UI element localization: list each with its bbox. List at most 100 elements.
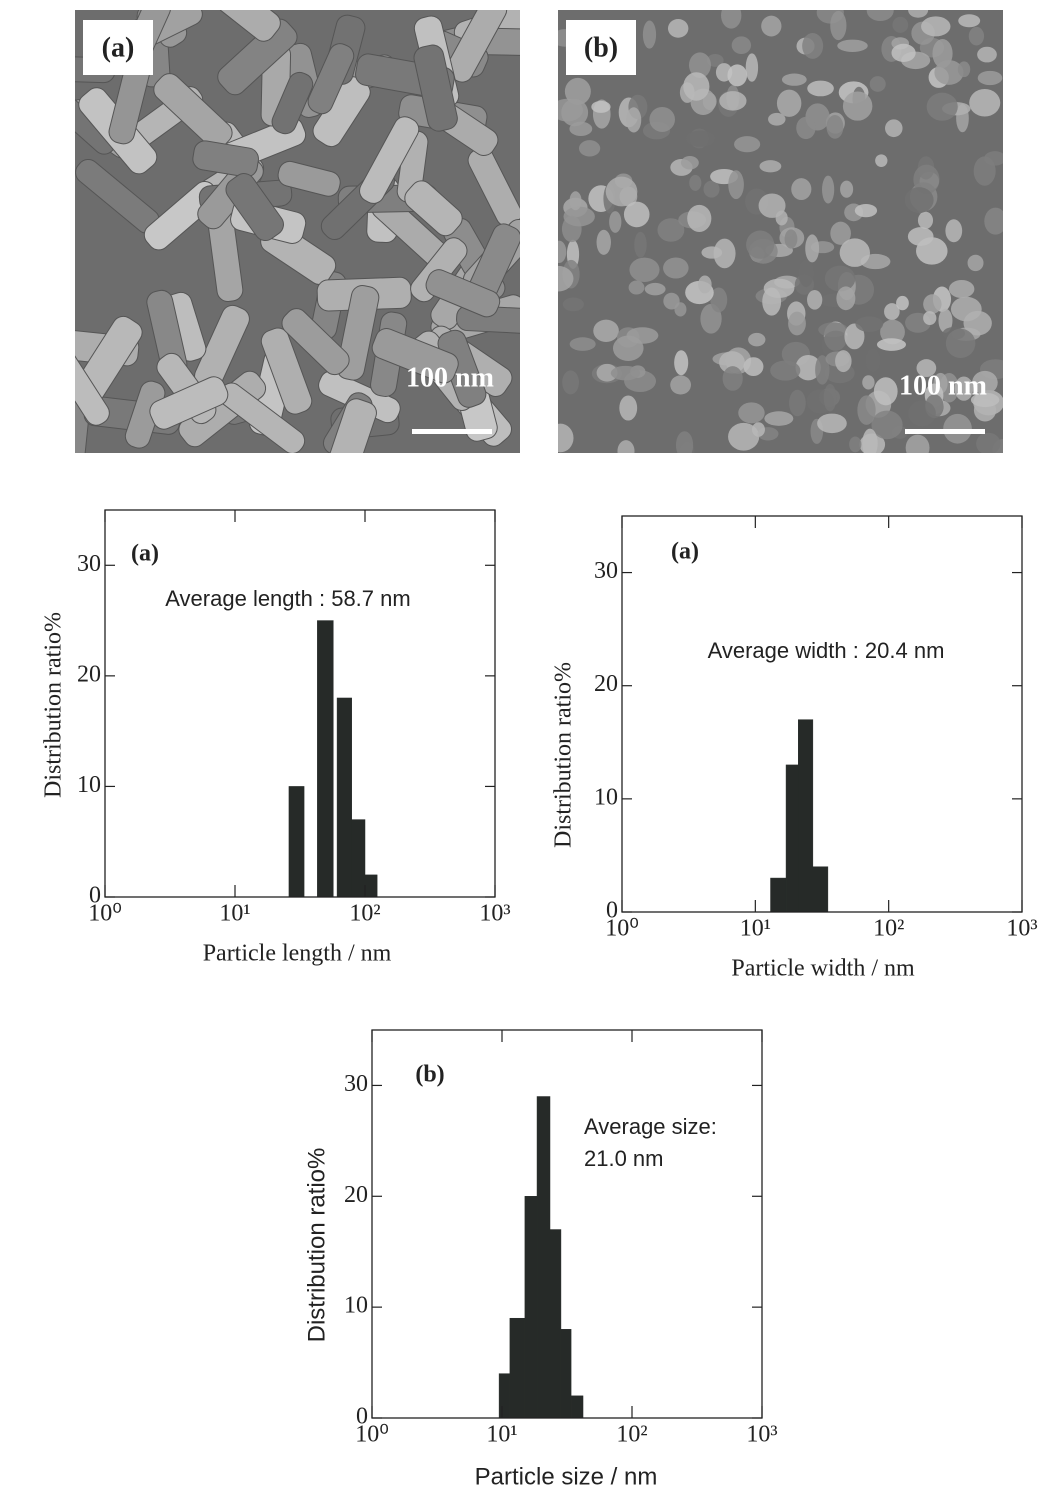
scale-bar-label: 100 nm [406,362,494,393]
panel-label: (a) [131,541,159,567]
sem-particle [907,227,934,246]
sem-particle [972,370,998,395]
sem-particle [967,254,984,272]
bar [317,620,334,898]
sem-particle [674,350,689,376]
bar [549,1229,562,1419]
x-tick-label: 10³ [746,1422,777,1448]
sem-particle [751,422,765,437]
sem-particle [880,319,905,345]
y-tick-label: 20 [594,671,618,697]
sem-particle [722,366,743,391]
sem-particle [842,91,873,121]
sem-particle [984,207,1003,235]
bar [336,697,352,898]
sem-particle [913,164,940,195]
sem-particle [948,279,975,299]
sem-particle [562,297,584,312]
sem-particle [675,431,694,453]
sem-particle [840,180,854,198]
sem-particle [578,140,601,157]
x-tick-label: 10⁰ [88,901,122,927]
panel-label: (a) [102,32,135,63]
sem-particle [260,327,313,415]
plot-frame [371,1029,763,1419]
label-box [83,20,153,75]
sem-texture [75,10,520,453]
y-axis-label: Distribution ratio% [41,612,67,798]
sem-particle [558,265,574,292]
sem-particle [876,338,906,351]
sem-particle [862,428,878,453]
chart: 0 10 20 30 10⁰ 10¹ 10² 10³ (a)Average length : 5… [41,509,511,967]
y-tick-label: 0 [89,883,101,909]
y-tick-label: 20 [77,661,101,687]
sem-particle [957,61,971,78]
sem-particle [836,286,856,311]
sem-particle [795,354,821,381]
sem-particle [759,160,782,173]
y-tick-label: 0 [356,1404,368,1430]
sem-particle [701,246,723,259]
sem-particle [958,14,981,28]
sem-particle [225,173,284,242]
sem-image: (a) 100 nm [75,10,520,453]
sem-particle [770,360,801,381]
sem-particle [563,206,595,227]
sem-particle [323,398,377,453]
y-axis-label: Distribution ratio% [303,1148,330,1343]
sem-particle [561,98,589,127]
sem-particle [781,73,807,86]
sem-particle [629,257,660,282]
sem-particle [875,154,888,168]
y-tick-label: 10 [344,1293,368,1319]
sem-particle [762,287,782,316]
annotation: Average size: [584,1114,717,1139]
sem-particle [745,53,759,82]
sem-particle [562,370,579,395]
sem-particle [359,116,420,204]
sem-particle [830,10,847,41]
sem-particle [916,359,937,378]
sem-particle [761,15,782,37]
sem-particle [688,52,711,78]
sem-particle [818,322,849,338]
bar [364,874,378,898]
sem-particle [738,402,765,424]
bar [498,1373,511,1419]
sem-particle [921,16,951,37]
sem-particle [945,328,976,359]
sem-particle [968,26,985,46]
sem-particle [805,234,820,263]
sem-particle [734,136,761,153]
sem-particle [835,350,852,373]
sem-particle [667,19,689,38]
sem-particle [862,375,875,390]
sem-particle [802,32,824,59]
y-tick-label: 10 [594,784,618,810]
sem-particle [822,175,835,204]
x-tick-label: 10² [349,901,380,927]
sem-particle [686,130,715,147]
sem-particle [605,176,638,207]
sem-particle [904,187,934,214]
sem-particle [857,395,876,425]
bar [509,1317,526,1419]
scale-bar-label: 100 nm [899,370,987,401]
sem-particle [789,389,806,417]
x-tick-label: 10¹ [740,916,771,942]
sem-particle [721,10,742,29]
sem-particle [791,178,812,201]
sem-particle [830,221,851,245]
sem-particle [884,303,900,321]
sem-particle [977,46,997,63]
sem-particle [371,328,459,384]
sem-particle [642,20,657,49]
sem-particle [217,18,298,96]
sem-particle [970,392,1000,408]
annotation: 21.0 nm [584,1146,664,1171]
sem-particle [558,240,567,263]
sem-particle [657,218,685,242]
